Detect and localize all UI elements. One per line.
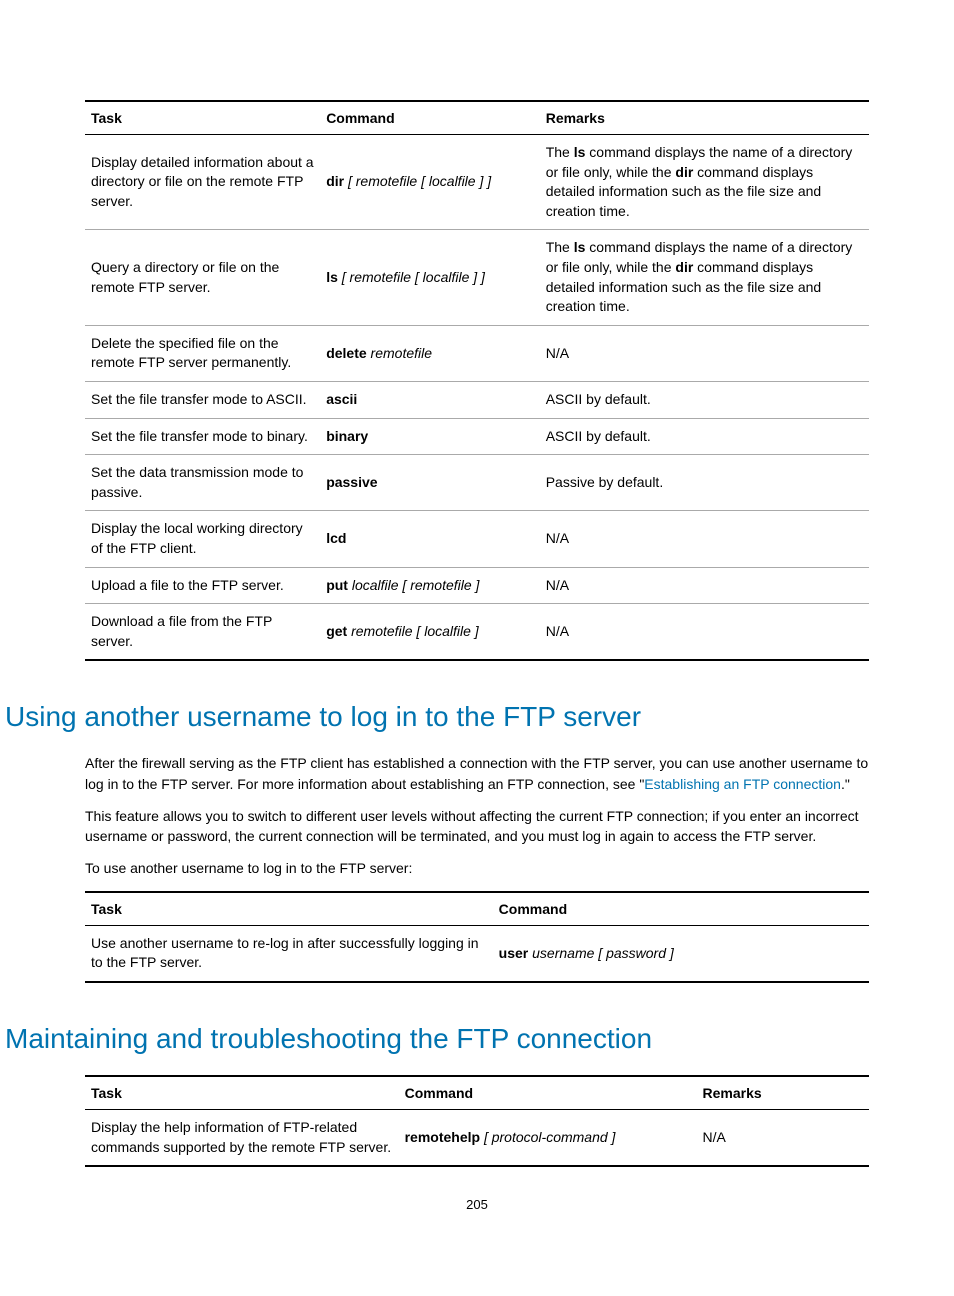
ftp-commands-table: Task Command Remarks Display detailed in…: [85, 100, 869, 661]
table-header: Task: [85, 1076, 399, 1110]
table-header: Command: [320, 101, 540, 135]
table-row: Set the file transfer mode to ASCII.asci…: [85, 381, 869, 418]
task-cell: Set the data transmission mode to passiv…: [85, 455, 320, 511]
command-cell: ls [ remotefile [ localfile ] ]: [320, 230, 540, 325]
command-cell: dir [ remotefile [ localfile ] ]: [320, 135, 540, 230]
paragraph: To use another username to log in to the…: [85, 858, 869, 878]
remarks-cell: N/A: [540, 325, 869, 381]
table-row: Set the data transmission mode to passiv…: [85, 455, 869, 511]
paragraph: This feature allows you to switch to dif…: [85, 806, 869, 847]
table-header: Command: [493, 892, 869, 926]
paragraph: After the firewall serving as the FTP cl…: [85, 753, 869, 794]
command-cell: user username [ password ]: [493, 925, 869, 982]
table-header: Task: [85, 101, 320, 135]
command-cell: ascii: [320, 381, 540, 418]
task-cell: Download a file from the FTP server.: [85, 604, 320, 661]
task-cell: Use another username to re-log in after …: [85, 925, 493, 982]
command-cell: delete remotefile: [320, 325, 540, 381]
remarks-cell: N/A: [697, 1109, 870, 1166]
task-cell: Query a directory or file on the remote …: [85, 230, 320, 325]
table-row: Use another username to re-log in after …: [85, 925, 869, 982]
link-establishing-ftp-connection[interactable]: Establishing an FTP connection: [644, 776, 841, 792]
remarks-cell: The ls command displays the name of a di…: [540, 135, 869, 230]
remarks-cell: ASCII by default.: [540, 418, 869, 455]
table-row: Upload a file to the FTP server.put loca…: [85, 567, 869, 604]
command-cell: put localfile [ remotefile ]: [320, 567, 540, 604]
table-header: Task: [85, 892, 493, 926]
page-number: 205: [85, 1197, 869, 1212]
table-header: Remarks: [697, 1076, 870, 1110]
table-row: Query a directory or file on the remote …: [85, 230, 869, 325]
command-cell: lcd: [320, 511, 540, 567]
table-header: Command: [399, 1076, 697, 1110]
task-cell: Upload a file to the FTP server.: [85, 567, 320, 604]
task-cell: Set the file transfer mode to ASCII.: [85, 381, 320, 418]
command-cell: binary: [320, 418, 540, 455]
section-heading-relogin: Using another username to log in to the …: [5, 701, 869, 733]
remarks-cell: The ls command displays the name of a di…: [540, 230, 869, 325]
text: .": [841, 776, 850, 792]
maintaining-table: Task Command Remarks Display the help in…: [85, 1075, 869, 1167]
table-row: Display the help information of FTP-rela…: [85, 1109, 869, 1166]
task-cell: Display the help information of FTP-rela…: [85, 1109, 399, 1166]
section-heading-maintaining: Maintaining and troubleshooting the FTP …: [5, 1023, 869, 1055]
table-row: Delete the specified file on the remote …: [85, 325, 869, 381]
table-row: Display the local working directory of t…: [85, 511, 869, 567]
table-header: Remarks: [540, 101, 869, 135]
task-cell: Display the local working directory of t…: [85, 511, 320, 567]
remarks-cell: Passive by default.: [540, 455, 869, 511]
task-cell: Set the file transfer mode to binary.: [85, 418, 320, 455]
table-row: Download a file from the FTP server.get …: [85, 604, 869, 661]
table-row: Set the file transfer mode to binary.bin…: [85, 418, 869, 455]
remarks-cell: N/A: [540, 604, 869, 661]
command-cell: remotehelp [ protocol-command ]: [399, 1109, 697, 1166]
remarks-cell: N/A: [540, 511, 869, 567]
command-cell: passive: [320, 455, 540, 511]
task-cell: Delete the specified file on the remote …: [85, 325, 320, 381]
remarks-cell: N/A: [540, 567, 869, 604]
remarks-cell: ASCII by default.: [540, 381, 869, 418]
relogin-table: Task Command Use another username to re-…: [85, 891, 869, 983]
command-cell: get remotefile [ localfile ]: [320, 604, 540, 661]
table-row: Display detailed information about a dir…: [85, 135, 869, 230]
task-cell: Display detailed information about a dir…: [85, 135, 320, 230]
